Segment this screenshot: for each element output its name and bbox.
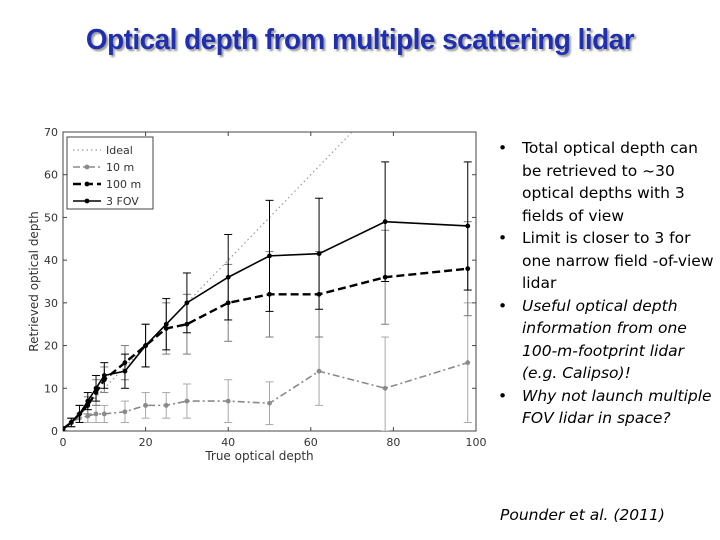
x-axis-label: True optical depth: [204, 449, 313, 463]
citation: Pounder et al. (2011): [500, 506, 665, 524]
data-point: [93, 411, 99, 417]
data-point: [63, 426, 66, 431]
bullet-dot-icon: •: [498, 296, 508, 315]
legend-marker: [84, 164, 90, 170]
bullet-text: Total optical depth can be retrieved to …: [522, 139, 698, 225]
data-point: [465, 360, 471, 366]
bullet-dot-icon: •: [498, 229, 508, 247]
series-line: [63, 220, 468, 430]
y-tick-label: 0: [51, 425, 58, 438]
bullet-dot-icon: •: [498, 139, 508, 157]
x-tick-label: 20: [139, 436, 153, 449]
bullet-item: • Useful optical depth information from o…: [494, 295, 716, 385]
legend-marker: [84, 181, 90, 187]
y-tick-label: 10: [44, 382, 58, 395]
data-point: [225, 274, 231, 280]
bullet-dot-icon: •: [498, 386, 508, 405]
data-point: [267, 400, 272, 406]
data-point: [122, 409, 128, 415]
data-point: [143, 343, 149, 348]
y-tick-label: 50: [44, 211, 58, 224]
x-tick-label: 0: [60, 436, 67, 449]
data-point: [85, 413, 91, 419]
legend-label: 100 m: [106, 178, 141, 191]
data-point: [163, 321, 169, 327]
bullet-list: • Total optical depth can be retrieved to…: [494, 137, 716, 430]
data-point: [267, 253, 272, 259]
series-3-fov: [63, 161, 472, 431]
data-point: [382, 385, 388, 391]
series-line: [63, 361, 468, 430]
x-tick-label: 40: [221, 436, 235, 449]
x-tick-label: 80: [386, 436, 400, 449]
data-point: [225, 398, 231, 404]
data-point: [163, 402, 169, 408]
y-tick-label: 30: [44, 297, 58, 310]
data-point: [316, 251, 322, 257]
y-axis-label: Retrieved optical depth: [27, 211, 41, 351]
data-point: [101, 373, 107, 378]
bullet-text: Limit is closer to 3 for one narrow fiel…: [522, 229, 714, 292]
y-tick-label: 70: [44, 126, 58, 139]
bullet-item: • Limit is closer to 3 for one narrow fie…: [494, 227, 716, 295]
data-point: [122, 368, 128, 374]
legend-box: [66, 136, 154, 210]
data-point: [316, 368, 322, 374]
data-point: [85, 398, 91, 404]
data-point: [184, 398, 190, 404]
data-point: [465, 223, 471, 229]
data-point: [77, 411, 82, 417]
data-point: [184, 300, 190, 306]
plot-frame: [62, 131, 477, 432]
legend-marker: [84, 198, 90, 204]
x-tick-label: 60: [304, 436, 318, 449]
optical-depth-chart: 0 20 40 60 80 100 0 10 20 30 40 50 60 70 True optical …: [27, 126, 487, 463]
data-point: [143, 402, 149, 408]
y-tick-label: 40: [44, 254, 58, 267]
series-line: [63, 267, 468, 430]
bullet-text: Useful optical depth information from on…: [522, 296, 687, 383]
legend-label: 10 m: [106, 161, 134, 174]
legend-label: Ideal: [106, 144, 133, 157]
bullet-text: Why not launch multiple FOV lidar in spa…: [522, 386, 712, 428]
data-point: [382, 219, 388, 225]
series-100-m: [63, 221, 472, 431]
slide-title: Optical depth from multiple scattering l…: [85, 24, 635, 56]
data-point: [68, 420, 74, 425]
data-point: [93, 385, 99, 391]
x-tick-label: 100: [466, 436, 487, 449]
y-tick-label: 60: [44, 169, 58, 182]
y-tick-label: 20: [44, 340, 58, 353]
bullet-item: • Why not launch multiple FOV lidar in sp…: [494, 385, 716, 430]
data-point: [101, 411, 107, 417]
bullet-item: • Total optical depth can be retrieved to…: [494, 137, 716, 227]
legend-label: 3 FOV: [106, 195, 139, 208]
